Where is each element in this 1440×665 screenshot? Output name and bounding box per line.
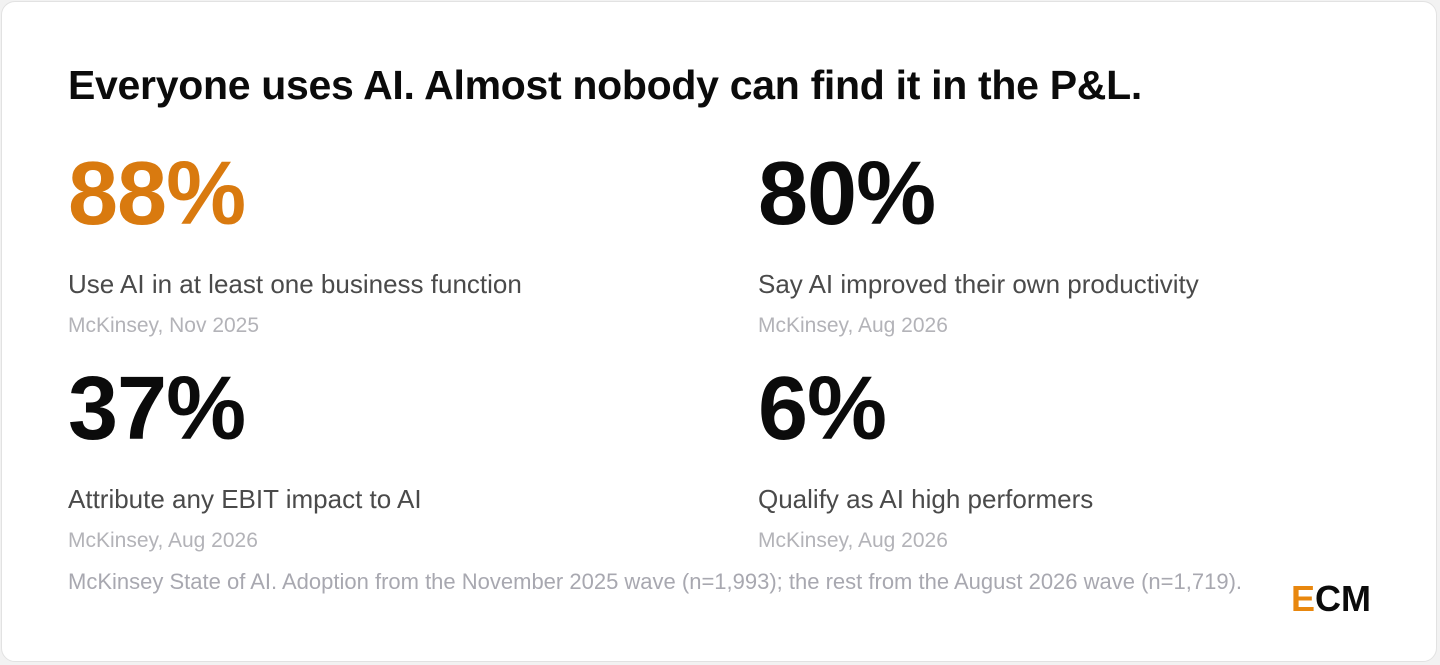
stat-label: Use AI in at least one business function: [68, 269, 522, 299]
stat-value: 88%: [68, 144, 246, 244]
stat-label: Qualify as AI high performers: [758, 484, 1094, 514]
logo-rest: CM: [1315, 578, 1372, 619]
stat-block: 37% Attribute any EBIT impact to AI McKins…: [68, 364, 708, 553]
stat-source: McKinsey, Aug 2026: [758, 314, 948, 337]
stat-source: McKinsey, Aug 2026: [68, 529, 258, 552]
stat-value: 37%: [68, 359, 246, 459]
stat-block: 88% Use AI in at least one business funct…: [68, 149, 708, 338]
title: Everyone uses AI. Almost nobody can find…: [68, 62, 1142, 108]
footnote: McKinsey State of AI. Adoption from the …: [68, 569, 1243, 594]
stat-value: 6%: [758, 359, 887, 459]
stat-source: McKinsey, Nov 2025: [68, 314, 260, 337]
logo: ECM: [1291, 578, 1371, 620]
stat-label: Attribute any EBIT impact to AI: [68, 484, 422, 514]
stat-source: McKinsey, Aug 2026: [758, 529, 948, 552]
logo-accent: E: [1291, 578, 1316, 619]
stat-label: Say AI improved their own productivity: [758, 269, 1199, 299]
stat-value: 80%: [758, 144, 936, 244]
stat-block: 6% Qualify as AI high performers McKinsey,…: [758, 364, 1398, 553]
stat-block: 80% Say AI improved their own productivit…: [758, 149, 1398, 338]
